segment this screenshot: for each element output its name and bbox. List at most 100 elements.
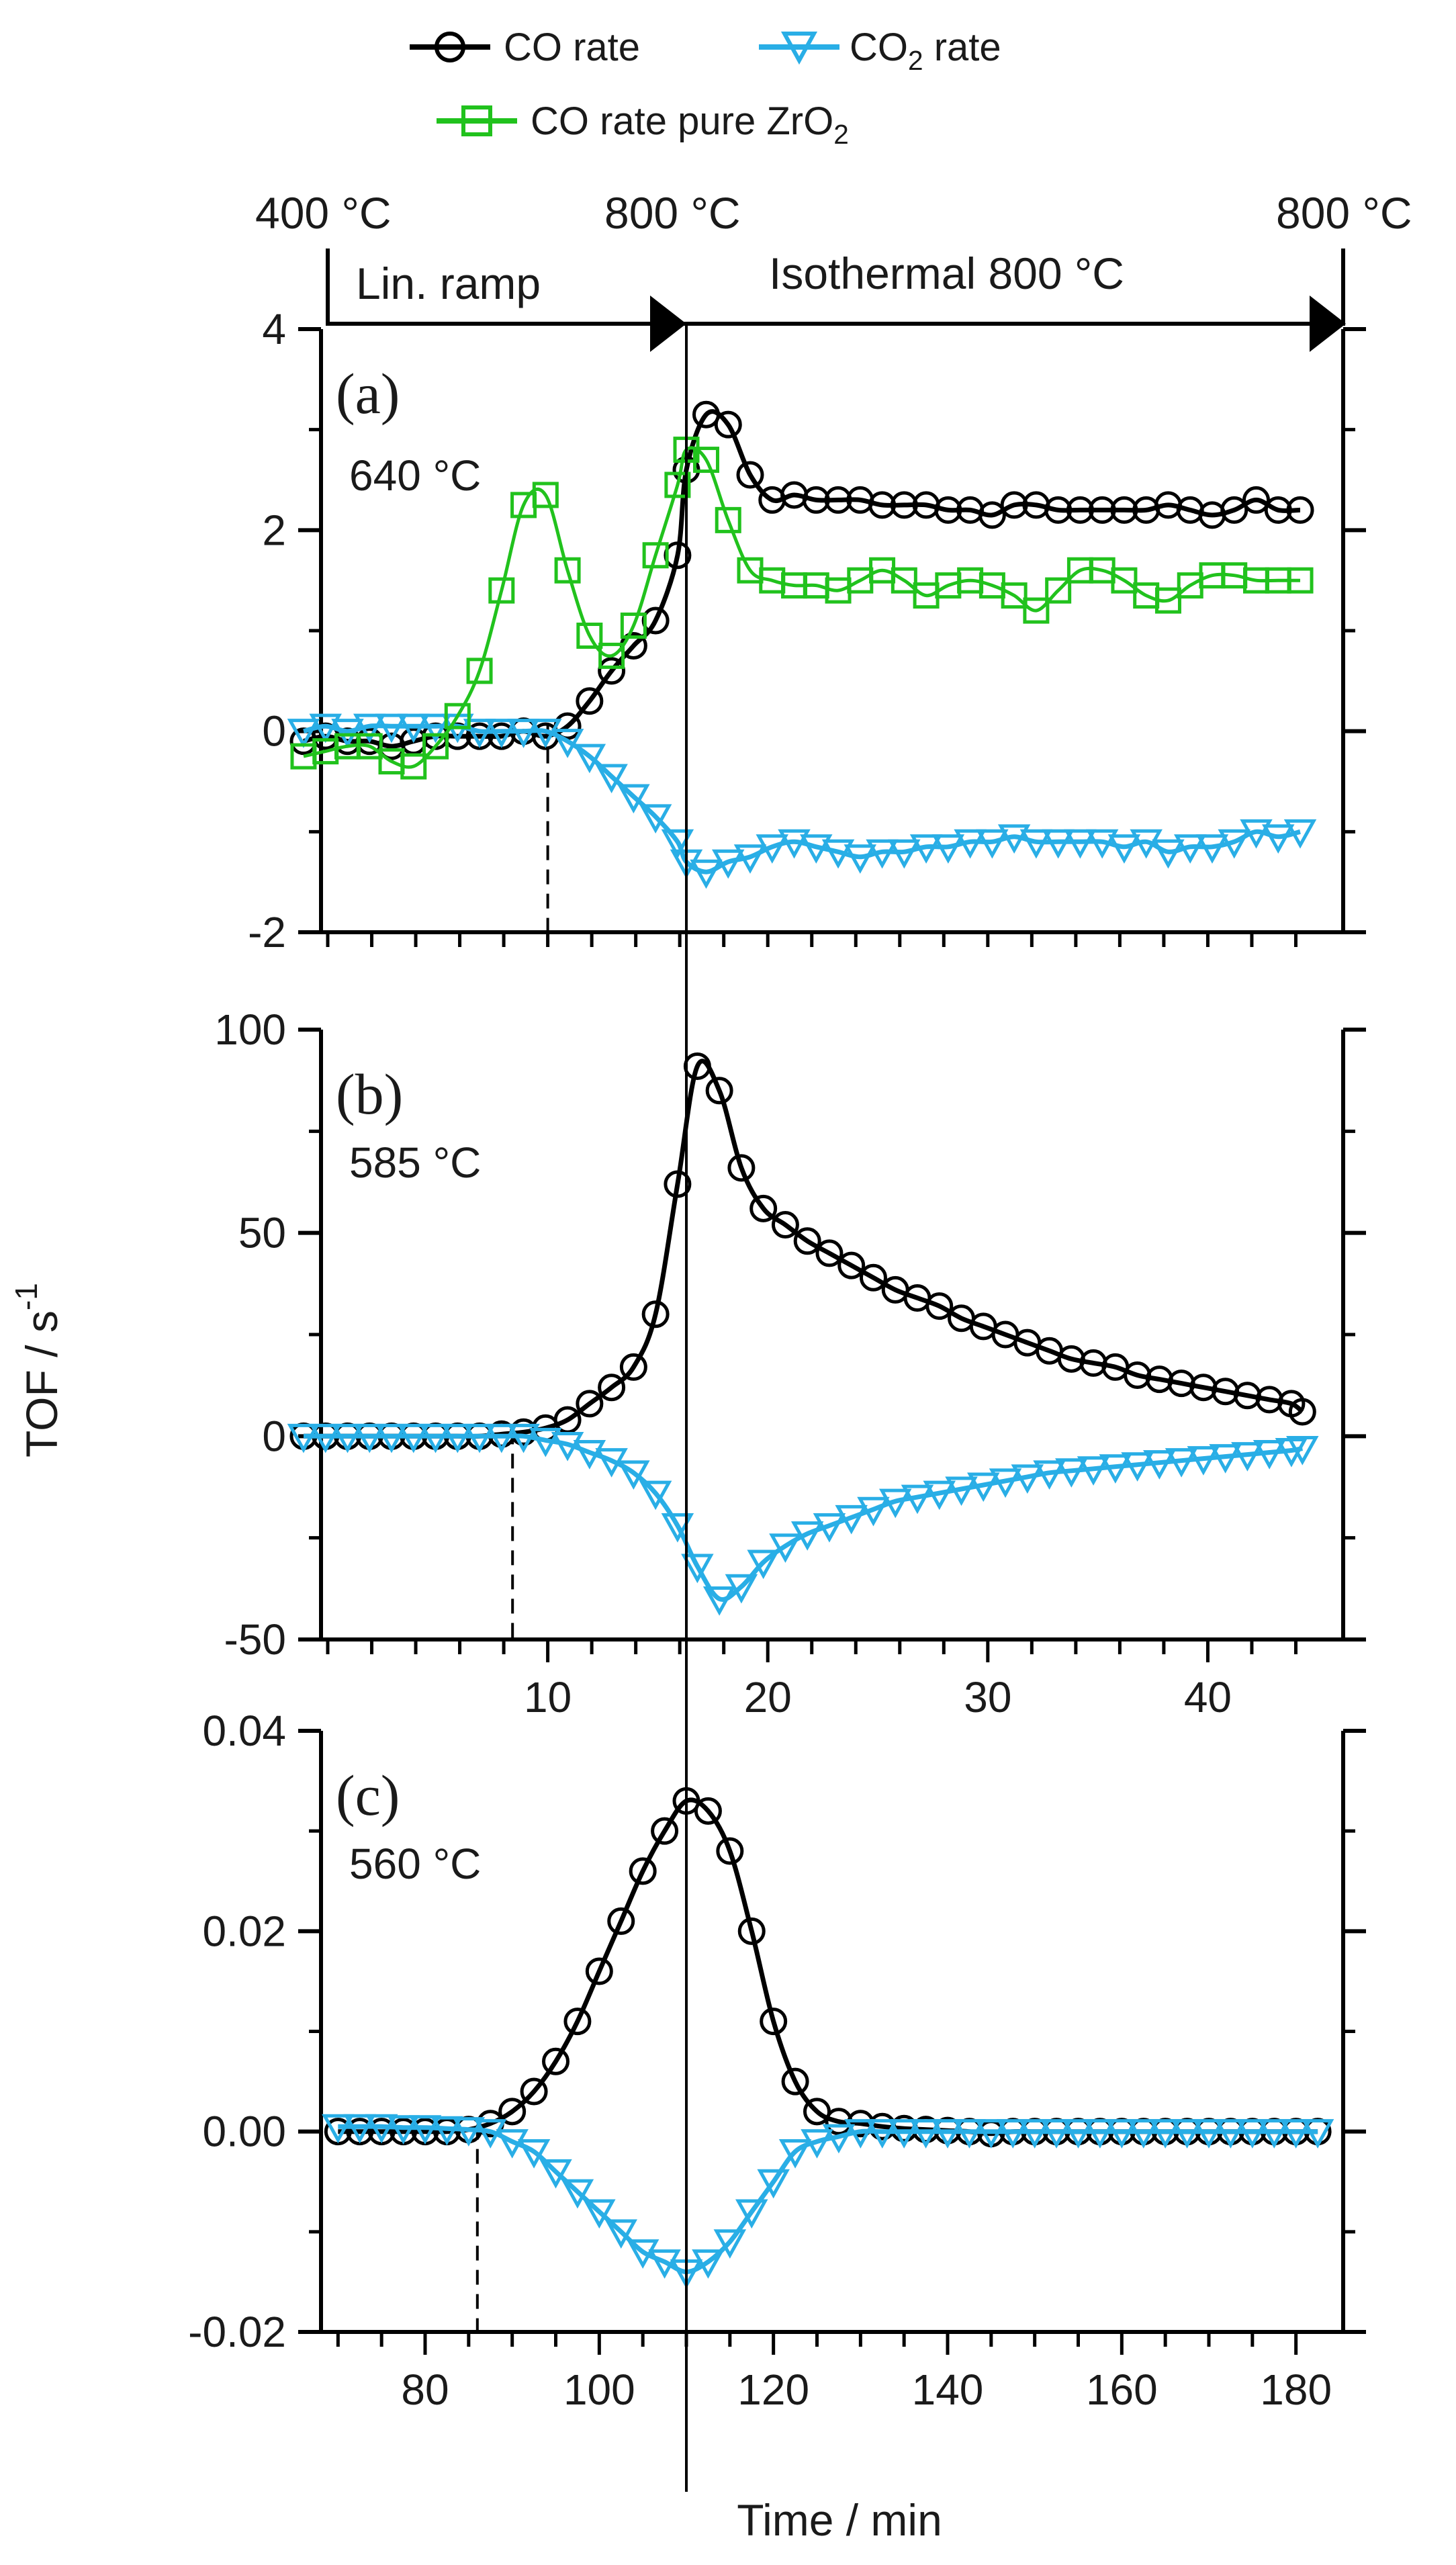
data-point-circle: [749, 1194, 778, 1222]
data-point-triangle: [1286, 1435, 1319, 1466]
data-point-square: [1287, 567, 1314, 594]
data-point-triangle: [1011, 1464, 1044, 1494]
data-point-triangle: [1077, 1456, 1110, 1486]
timeline-start-temp: 400 °C: [255, 188, 392, 238]
data-point-triangle: [1083, 2119, 1117, 2149]
data-point-triangle: [661, 829, 694, 859]
data-point-circle: [802, 486, 830, 514]
data-point-triangle: [1187, 1446, 1220, 1476]
data-point-triangle: [353, 1423, 386, 1453]
legend-label-co2: CO2 rate: [850, 26, 1001, 76]
ramp-arrowhead: [650, 296, 686, 352]
data-point-triangle: [639, 804, 672, 834]
data-point-triangle: [866, 2119, 899, 2149]
data-point-triangle: [725, 1574, 758, 1604]
y-tick-label: 50: [238, 1209, 286, 1257]
data-point-square: [1045, 577, 1072, 604]
data-point-circle: [1288, 1398, 1316, 1426]
data-point-square: [1023, 597, 1050, 624]
data-point-triangle: [800, 834, 833, 864]
x-tick-label: 160: [1086, 2366, 1158, 2414]
data-point-triangle: [1130, 829, 1163, 859]
data-point-triangle: [419, 713, 452, 744]
data-point-circle: [736, 461, 764, 489]
data-point-triangle: [430, 2116, 463, 2146]
y-tick-label: 0.02: [202, 1907, 286, 1955]
legend-item-co2: CO2 rate: [759, 26, 1001, 76]
x-tick-label: 20: [744, 1673, 792, 1721]
series-square: [290, 437, 1314, 780]
timeline-mid-temp: 800 °C: [604, 188, 741, 238]
y-tick-label: 0.04: [202, 1707, 286, 1755]
data-point-circle: [781, 2067, 809, 2096]
panel-c: -0.02 0.00 0.02 0.04 80 100 120 140 160 180 560 °C…: [188, 1707, 1366, 2414]
data-point-circle: [598, 657, 626, 685]
data-point-triangle: [1214, 2119, 1247, 2149]
x-tick-label: 80: [401, 2366, 449, 2414]
data-point-triangle: [573, 1440, 606, 1470]
data-point-triangle: [690, 859, 723, 889]
data-point-triangle: [778, 829, 811, 859]
data-point-square: [715, 506, 741, 533]
data-point-circle: [692, 400, 720, 429]
data-point-triangle: [909, 2119, 942, 2149]
data-point-triangle: [953, 2119, 986, 2149]
data-point-circle: [1264, 496, 1292, 524]
data-point-triangle: [821, 839, 855, 869]
data-point-triangle: [408, 2115, 442, 2145]
data-point-triangle: [463, 1423, 496, 1453]
data-point-triangle: [1107, 834, 1141, 864]
data-point-circle: [598, 1374, 626, 1402]
ramp-label: Lin. ramp: [356, 259, 541, 308]
data-point-triangle: [931, 2119, 964, 2149]
data-point-triangle: [1062, 2119, 1095, 2149]
data-point-circle: [1286, 496, 1314, 524]
data-point-triangle: [733, 844, 767, 874]
legend: CO rate CO2 rate CO rate pure ZrO2: [410, 26, 1001, 150]
legend-label-zro2: CO rate pure ZrO2: [531, 99, 849, 150]
data-point-triangle: [617, 1460, 650, 1490]
data-point-triangle: [844, 2119, 877, 2149]
data-point-circle: [978, 501, 1006, 529]
data-point-triangle: [1173, 834, 1207, 864]
data-point-triangle: [639, 1480, 672, 1511]
data-point-triangle: [844, 844, 877, 874]
y-tick-label: -2: [248, 908, 286, 956]
data-point-square: [1111, 567, 1138, 594]
isothermal-arrowhead: [1310, 296, 1346, 352]
data-point-circle: [641, 1300, 670, 1329]
data-point-circle: [705, 1077, 733, 1105]
data-point-circle: [664, 1170, 692, 1198]
panel-a: -2 0 2 4 640 °C (a): [248, 305, 1366, 956]
data-point-circle: [1066, 496, 1094, 524]
data-point-circle: [1000, 491, 1028, 519]
data-point-square: [642, 542, 669, 569]
data-point-circle: [727, 1154, 756, 1182]
isothermal-label: Isothermal 800 °C: [769, 249, 1124, 298]
data-point-circle: [1242, 486, 1271, 514]
x-tick-label: 40: [1184, 1673, 1232, 1721]
y-tick-label: -0.02: [188, 2308, 286, 2356]
data-point-triangle: [1262, 824, 1295, 854]
data-point-triangle: [529, 719, 562, 748]
data-point-triangle: [1127, 2119, 1160, 2149]
data-point-square: [466, 658, 493, 684]
data-point-square: [891, 567, 917, 594]
data-point-triangle: [901, 1484, 934, 1515]
data-point-triangle: [397, 1423, 430, 1453]
data-point-triangle: [529, 1427, 562, 1457]
data-point-triangle: [801, 2129, 833, 2159]
data-point-triangle: [1195, 834, 1229, 864]
data-point-triangle: [967, 1472, 1000, 1502]
data-point-triangle: [617, 784, 650, 814]
y-tick-label: 0: [262, 1412, 286, 1460]
data-point-triangle: [1218, 829, 1250, 859]
data-point-triangle: [387, 2115, 420, 2145]
temperature-annotation: 560 °C: [349, 1840, 481, 1888]
data-point-triangle: [1258, 2119, 1291, 2149]
series-line: [303, 446, 1300, 769]
data-point-triangle: [735, 2199, 768, 2229]
data-point-triangle: [1042, 829, 1075, 859]
data-point-triangle: [604, 2219, 637, 2249]
